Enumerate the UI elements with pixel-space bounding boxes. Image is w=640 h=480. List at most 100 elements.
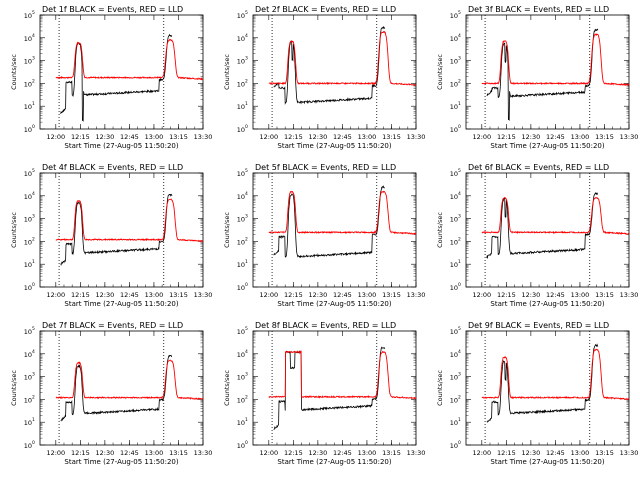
panel-3: Det 3f BLACK = Events, RED = LLD 12:00 12:…	[436, 5, 638, 150]
y-tick-label: 10	[24, 351, 32, 359]
y-axis-label: Counts/sec	[223, 370, 231, 406]
x-tick-label: 12:45	[546, 449, 565, 457]
y-tick-exponent: 3	[458, 214, 461, 220]
y-axis-label: Counts/sec	[436, 370, 444, 406]
panel-title: Det 9f BLACK = Events, RED = LLD	[468, 321, 609, 330]
x-tick-label: 13:30	[194, 449, 213, 457]
y-tick-label: 10	[24, 216, 32, 224]
y-tick-label: 10	[24, 374, 32, 382]
y-tick-label: 10	[450, 170, 458, 178]
y-tick-exponent: 1	[32, 101, 35, 107]
y-tick-exponent: 0	[245, 282, 248, 288]
y-tick-label: 10	[24, 396, 32, 404]
y-tick-label: 10	[237, 216, 245, 224]
y-tick-label: 10	[24, 170, 32, 178]
x-tick-label: 12:15	[284, 449, 303, 457]
y-tick-exponent: 4	[245, 33, 248, 39]
x-tick-label: 12:30	[96, 133, 115, 141]
x-tick-label: 12:00	[259, 449, 278, 457]
x-tick-label: 13:00	[571, 449, 590, 457]
y-tick-label: 10	[237, 58, 245, 66]
y-tick-label: 10	[450, 261, 458, 269]
x-tick-label: 13:30	[407, 133, 426, 141]
panel-5: Det 5f BLACK = Events, RED = LLD 12:00 12:…	[223, 163, 425, 308]
y-tick-label: 10	[237, 12, 245, 20]
x-tick-label: 12:15	[497, 291, 516, 299]
plot-frame	[252, 14, 417, 130]
y-tick-exponent: 3	[458, 372, 461, 378]
y-tick-label: 10	[237, 261, 245, 269]
x-tick-label: 13:00	[145, 449, 164, 457]
panel-title: Det 6f BLACK = Events, RED = LLD	[468, 163, 609, 172]
plot-frame	[252, 330, 417, 446]
panel-9: Det 9f BLACK = Events, RED = LLD 12:00 12:…	[436, 321, 638, 466]
y-axis-label: Counts/sec	[436, 54, 444, 90]
x-tick-label: 13:30	[407, 449, 426, 457]
x-tick-label: 13:15	[382, 133, 401, 141]
lld-series-line	[481, 348, 629, 401]
y-tick-label: 10	[24, 35, 32, 43]
y-axis-label: Counts/sec	[10, 370, 18, 406]
y-tick-label: 10	[237, 193, 245, 201]
y-tick-exponent: 3	[32, 372, 35, 378]
y-tick-exponent: 4	[458, 191, 461, 197]
y-tick-label: 10	[450, 419, 458, 427]
y-tick-exponent: 4	[32, 33, 35, 39]
y-tick-exponent: 5	[458, 326, 461, 332]
y-tick-label: 10	[450, 80, 458, 88]
x-tick-label: 12:30	[309, 449, 328, 457]
y-tick-exponent: 5	[32, 168, 35, 174]
lld-series-line	[481, 33, 629, 87]
events-series-line	[486, 28, 599, 122]
x-axis-label: Start Time (27-Aug-05 11:50:20)	[277, 300, 391, 308]
y-tick-exponent: 3	[245, 56, 248, 62]
x-tick-label: 12:00	[46, 133, 65, 141]
y-tick-label: 10	[24, 126, 32, 134]
y-tick-label: 10	[450, 58, 458, 66]
x-tick-label: 13:15	[382, 291, 401, 299]
y-tick-exponent: 2	[245, 78, 248, 84]
x-tick-label: 13:00	[571, 133, 590, 141]
panel-6: Det 6f BLACK = Events, RED = LLD 12:00 12:…	[436, 163, 638, 308]
x-tick-label: 12:15	[284, 133, 303, 141]
x-tick-label: 12:00	[472, 291, 491, 299]
y-tick-label: 10	[237, 374, 245, 382]
y-tick-label: 10	[450, 103, 458, 111]
x-axis-label: Start Time (27-Aug-05 11:50:20)	[490, 142, 604, 150]
x-tick-label: 13:15	[169, 133, 188, 141]
y-tick-label: 10	[450, 351, 458, 359]
x-tick-label: 13:30	[620, 133, 639, 141]
plot-frame	[465, 14, 630, 130]
lld-series-line	[268, 350, 416, 400]
events-series-line	[60, 193, 173, 266]
x-tick-label: 12:45	[120, 133, 139, 141]
y-tick-label: 10	[24, 80, 32, 88]
x-tick-label: 13:30	[620, 291, 639, 299]
x-tick-label: 12:45	[333, 449, 352, 457]
plot-frame	[39, 14, 204, 130]
plot-frame	[465, 172, 630, 288]
y-tick-exponent: 1	[458, 417, 461, 423]
x-tick-label: 12:30	[96, 449, 115, 457]
x-tick-label: 12:45	[120, 449, 139, 457]
y-axis-label: Counts/sec	[223, 54, 231, 90]
y-axis-label: Counts/sec	[10, 54, 18, 90]
y-tick-label: 10	[450, 396, 458, 404]
y-tick-exponent: 2	[458, 78, 461, 84]
y-tick-label: 10	[24, 12, 32, 20]
y-tick-label: 10	[24, 284, 32, 292]
panel-2: Det 2f BLACK = Events, RED = LLD 12:00 12:…	[223, 5, 425, 150]
y-tick-label: 10	[450, 374, 458, 382]
x-axis-label: Start Time (27-Aug-05 11:50:20)	[277, 142, 391, 150]
panel-title: Det 8f BLACK = Events, RED = LLD	[255, 321, 396, 330]
y-tick-exponent: 5	[458, 10, 461, 16]
y-tick-exponent: 0	[32, 440, 35, 446]
y-tick-exponent: 5	[32, 326, 35, 332]
y-tick-label: 10	[237, 35, 245, 43]
y-tick-label: 10	[24, 103, 32, 111]
x-tick-label: 12:30	[522, 449, 541, 457]
y-tick-exponent: 5	[245, 326, 248, 332]
panel-7: Det 7f BLACK = Events, RED = LLD 12:00 12:…	[10, 321, 212, 466]
x-tick-label: 12:45	[333, 291, 352, 299]
y-tick-label: 10	[450, 35, 458, 43]
